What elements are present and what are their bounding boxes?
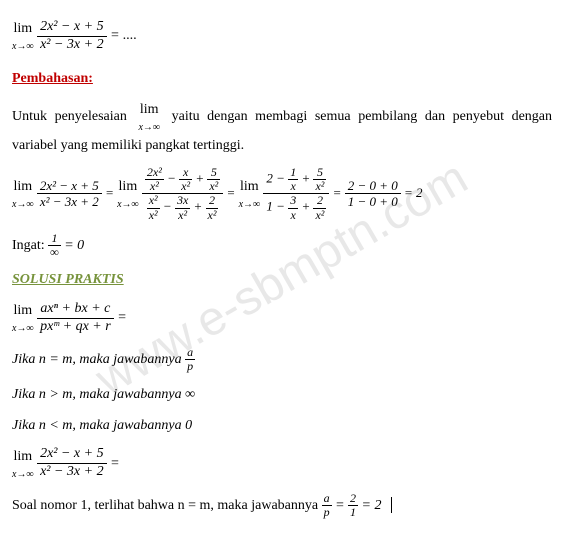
remember-note: Ingat: 1 ∞ = 0 <box>12 232 552 259</box>
remember-fraction: 1 ∞ <box>48 232 61 259</box>
limit-operator: lim x→∞ <box>12 18 34 54</box>
step2-fraction: 2x²x² − xx² + 5x² x²x² − 3xx² + 2x² <box>142 166 223 222</box>
final-fraction-ap: a p <box>322 492 332 519</box>
problem-fraction: 2x² − x + 5 x² − 3x + 2 <box>37 19 107 54</box>
limit-operator: limx→∞ <box>239 176 261 212</box>
limit-operator: limx→∞ <box>12 446 34 482</box>
problem-expression: lim x→∞ 2x² − x + 5 x² − 3x + 2 = .... <box>12 18 552 54</box>
case-less: Jika n < m, maka jawabannya 0 <box>12 415 552 436</box>
document-body: lim x→∞ 2x² − x + 5 x² − 3x + 2 = .... P… <box>12 18 552 519</box>
step1-fraction: 2x² − x + 5 x² − 3x + 2 <box>37 178 102 210</box>
final-line: Soal nomor 1, terlihat bahwa n = m, maka… <box>12 492 552 519</box>
case-greater: Jika n > m, maka jawabannya ∞ <box>12 384 552 405</box>
limit-operator: limx→∞ <box>12 176 34 212</box>
section-heading-pembahasan: Pembahasan: <box>12 68 552 89</box>
worked-steps: limx→∞ 2x² − x + 5 x² − 3x + 2 = limx→∞ … <box>12 166 552 222</box>
step3-fraction: 2 − 1x + 5x² 1 − 3x + 2x² <box>263 166 329 222</box>
apply-formula: limx→∞ 2x² − x + 5 x² − 3x + 2 = <box>12 446 552 482</box>
general-fraction: axⁿ + bx + c pxᵐ + qx + r <box>37 301 114 336</box>
section-heading-solusi: SOLUSI PRAKTIS <box>12 269 552 290</box>
final-fraction-21: 2 1 <box>348 492 358 519</box>
problem-equals: = .... <box>110 28 137 43</box>
step4-fraction: 2 − 0 + 0 1 − 0 + 0 <box>345 178 401 210</box>
inline-limit: lim x→∞ <box>138 99 160 135</box>
apply-fraction: 2x² − x + 5 x² − 3x + 2 <box>37 446 107 481</box>
case-equal: Jika n = m, maka jawabannya a p <box>12 346 552 373</box>
explanation-text: Untuk penyelesaian lim x→∞ yaitu dengan … <box>12 99 552 156</box>
text-cursor <box>391 497 392 513</box>
case1-fraction: a p <box>185 346 195 373</box>
final-answer: = 2 <box>404 185 423 200</box>
general-formula: limx→∞ axⁿ + bx + c pxᵐ + qx + r = <box>12 300 552 336</box>
limit-operator: limx→∞ <box>12 300 34 336</box>
limit-operator: limx→∞ <box>117 176 139 212</box>
